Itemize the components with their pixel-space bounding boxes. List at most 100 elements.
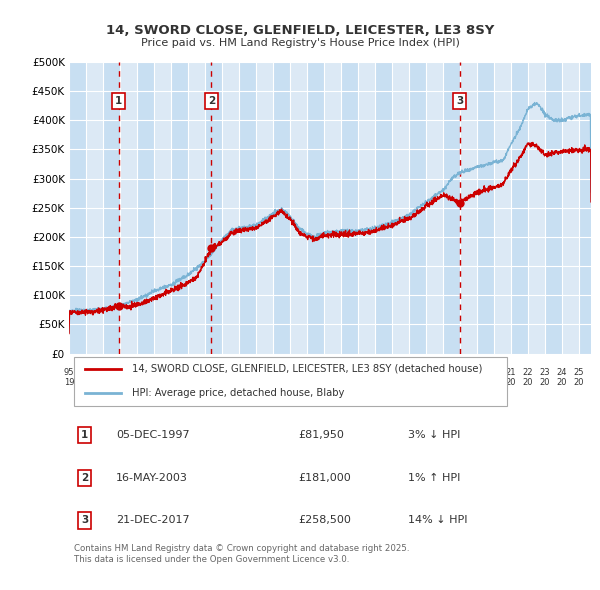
Text: 20: 20: [557, 378, 568, 387]
Text: 05: 05: [234, 368, 244, 376]
Text: 20: 20: [353, 378, 364, 387]
Text: 20: 20: [183, 378, 193, 387]
Text: 21: 21: [506, 368, 517, 376]
Bar: [375, 62, 392, 353]
Text: 20: 20: [506, 378, 517, 387]
Bar: [426, 62, 443, 353]
Text: 25: 25: [574, 368, 584, 376]
Text: 97: 97: [98, 368, 109, 376]
Bar: [494, 62, 511, 353]
Bar: [460, 62, 477, 353]
Text: 20: 20: [523, 378, 533, 387]
Text: 96: 96: [80, 368, 91, 376]
Bar: [341, 62, 358, 353]
Bar: [103, 62, 120, 353]
Bar: [171, 62, 188, 353]
Text: 3% ↓ HPI: 3% ↓ HPI: [409, 430, 461, 440]
Bar: [477, 62, 494, 353]
Text: 04: 04: [217, 368, 227, 376]
Text: 20: 20: [489, 378, 499, 387]
Bar: [69, 62, 86, 353]
Text: 19: 19: [98, 378, 108, 387]
Text: 14: 14: [387, 368, 397, 376]
Bar: [562, 62, 579, 353]
Text: Price paid vs. HM Land Registry's House Price Index (HPI): Price paid vs. HM Land Registry's House …: [140, 38, 460, 48]
Text: 20: 20: [370, 378, 380, 387]
Text: 2: 2: [81, 473, 88, 483]
Bar: [545, 62, 562, 353]
Text: 2: 2: [208, 96, 215, 106]
Text: 20: 20: [217, 378, 227, 387]
Bar: [86, 62, 103, 353]
Text: 00: 00: [149, 368, 159, 376]
Bar: [239, 62, 256, 353]
Text: 20: 20: [574, 378, 584, 387]
Text: 20: 20: [251, 378, 261, 387]
Text: 10: 10: [319, 368, 329, 376]
Text: 1: 1: [115, 96, 122, 106]
Bar: [137, 62, 154, 353]
Bar: [256, 62, 273, 353]
Text: 98: 98: [115, 368, 125, 376]
Bar: [222, 62, 239, 353]
Text: 20: 20: [455, 378, 466, 387]
Text: 20: 20: [234, 378, 244, 387]
Text: 09: 09: [302, 368, 312, 376]
Text: 15: 15: [404, 368, 415, 376]
Text: 99: 99: [132, 368, 142, 376]
Text: 20: 20: [472, 378, 482, 387]
Text: 24: 24: [557, 368, 568, 376]
Bar: [290, 62, 307, 353]
Text: 20: 20: [285, 378, 295, 387]
Text: 20: 20: [421, 378, 431, 387]
Text: 17: 17: [438, 368, 448, 376]
Text: 20: 20: [387, 378, 397, 387]
Text: 20: 20: [438, 378, 448, 387]
Text: 02: 02: [183, 368, 193, 376]
Bar: [579, 62, 591, 353]
Text: 20: 20: [200, 378, 210, 387]
Text: 19: 19: [132, 378, 142, 387]
Text: 20: 20: [302, 378, 312, 387]
Bar: [392, 62, 409, 353]
Bar: [120, 62, 137, 353]
Text: 20: 20: [319, 378, 329, 387]
Text: 16-MAY-2003: 16-MAY-2003: [116, 473, 188, 483]
Text: 22: 22: [523, 368, 533, 376]
FancyBboxPatch shape: [74, 357, 508, 406]
Text: 01: 01: [166, 368, 176, 376]
Text: 20: 20: [166, 378, 176, 387]
Text: 1% ↑ HPI: 1% ↑ HPI: [409, 473, 461, 483]
Bar: [358, 62, 375, 353]
Text: Contains HM Land Registry data © Crown copyright and database right 2025.
This d: Contains HM Land Registry data © Crown c…: [74, 543, 410, 564]
Bar: [307, 62, 324, 353]
Text: 20: 20: [268, 378, 278, 387]
Bar: [154, 62, 171, 353]
Text: 14% ↓ HPI: 14% ↓ HPI: [409, 516, 468, 526]
Text: 21-DEC-2017: 21-DEC-2017: [116, 516, 190, 526]
Text: 3: 3: [456, 96, 463, 106]
Text: 20: 20: [540, 378, 550, 387]
Bar: [511, 62, 528, 353]
Text: 3: 3: [81, 516, 88, 526]
Bar: [324, 62, 341, 353]
Text: 95: 95: [64, 368, 74, 376]
Text: 16: 16: [421, 368, 431, 376]
Bar: [443, 62, 460, 353]
Text: 14, SWORD CLOSE, GLENFIELD, LEICESTER, LE3 8SY (detached house): 14, SWORD CLOSE, GLENFIELD, LEICESTER, L…: [131, 364, 482, 374]
Bar: [273, 62, 290, 353]
Text: 03: 03: [200, 368, 211, 376]
Text: 07: 07: [268, 368, 278, 376]
Text: 20: 20: [336, 378, 346, 387]
Bar: [188, 62, 205, 353]
Text: 14, SWORD CLOSE, GLENFIELD, LEICESTER, LE3 8SY: 14, SWORD CLOSE, GLENFIELD, LEICESTER, L…: [106, 24, 494, 37]
Text: 19: 19: [81, 378, 91, 387]
Text: 18: 18: [455, 368, 466, 376]
Text: 05-DEC-1997: 05-DEC-1997: [116, 430, 190, 440]
Text: 20: 20: [404, 378, 415, 387]
Text: 08: 08: [285, 368, 295, 376]
Text: 19: 19: [472, 368, 482, 376]
Text: 23: 23: [540, 368, 550, 376]
Text: £81,950: £81,950: [299, 430, 344, 440]
Text: 13: 13: [370, 368, 380, 376]
